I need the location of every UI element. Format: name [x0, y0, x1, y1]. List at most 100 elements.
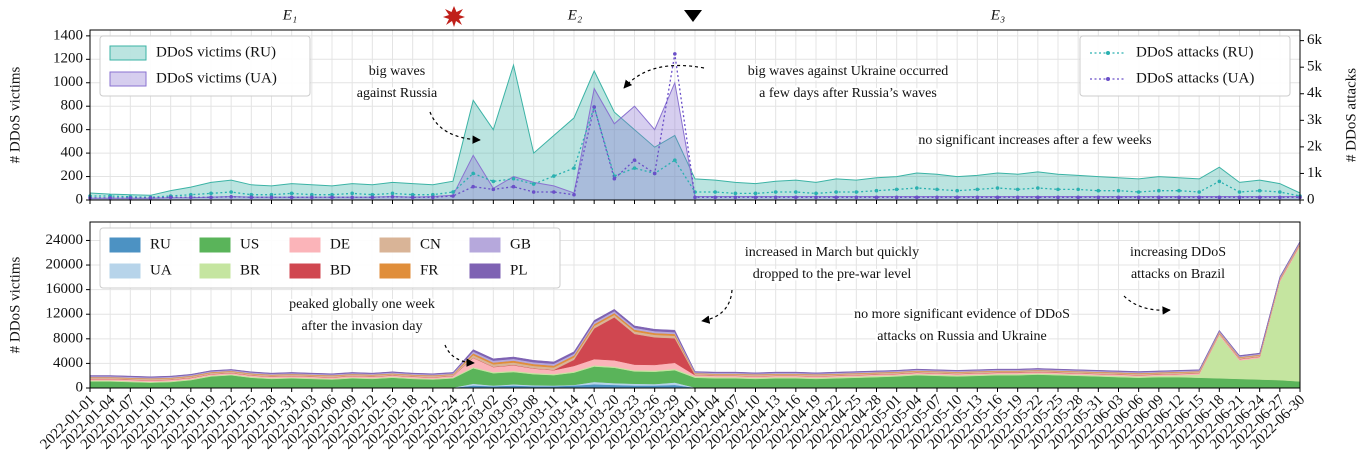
y2-tick-label: 6k: [1307, 32, 1323, 48]
attack-point: [955, 195, 959, 200]
attack-point: [552, 190, 556, 194]
attack-point: [128, 196, 133, 200]
attack-point: [531, 182, 536, 186]
invasion-marker: [443, 6, 465, 27]
legend-label: US: [240, 236, 259, 252]
attack-point: [874, 188, 879, 193]
attack-point: [289, 195, 294, 200]
y-tick-label: 0: [76, 379, 84, 395]
attack-point: [814, 191, 818, 196]
attack-point: [1197, 195, 1201, 200]
legend-label: DDoS victims (RU): [156, 44, 276, 60]
attack-point: [773, 190, 778, 194]
attack-point: [915, 195, 919, 200]
phase-label: E₁: [282, 7, 297, 23]
y-tick-label: 400: [61, 145, 84, 161]
attack-point: [350, 191, 354, 196]
attack-point: [733, 195, 738, 200]
legend-swatch: [289, 237, 321, 253]
attack-point: [1116, 195, 1121, 200]
y2-tick-label: 1k: [1307, 165, 1323, 181]
attack-point: [874, 195, 879, 200]
attack-point: [1278, 190, 1282, 194]
attack-point: [310, 195, 314, 200]
attack-point: [1197, 190, 1201, 194]
attack-point: [370, 195, 375, 200]
attack-point: [693, 195, 697, 200]
y-tick-label: 16000: [46, 281, 84, 297]
attack-point: [552, 174, 556, 178]
attack-point: [652, 171, 657, 176]
y-tick-label: 800: [61, 98, 84, 114]
attack-point: [673, 52, 677, 56]
attack-point: [390, 191, 395, 196]
legend-swatch: [109, 237, 141, 253]
legend-dot: [1106, 77, 1110, 81]
attack-point: [330, 195, 334, 200]
attack-point: [995, 186, 1000, 190]
attack-point: [1237, 190, 1242, 194]
attack-point: [794, 190, 798, 194]
attack-point: [612, 176, 617, 181]
attack-point: [471, 171, 475, 176]
y-tick-label: 1400: [53, 27, 83, 43]
attack-point: [209, 191, 213, 196]
attack-point: [168, 195, 173, 200]
y2-tick-label: 4k: [1307, 85, 1323, 101]
y-tick-label: 1000: [53, 74, 83, 90]
attack-point: [1015, 187, 1020, 192]
y2-tick-label: 0: [1307, 191, 1315, 207]
attack-point: [1056, 187, 1060, 192]
attack-point: [1278, 195, 1282, 200]
arrow: [623, 64, 705, 89]
attack-point: [1136, 195, 1141, 200]
y-tick-label: 600: [61, 121, 84, 137]
y-tick-label: 20000: [46, 256, 84, 272]
legend-label: DDoS victims (UA): [156, 70, 277, 86]
attack-point: [955, 188, 959, 193]
attack-point: [814, 195, 818, 200]
y-tick-label: 0: [76, 191, 84, 207]
legend-label: GB: [510, 236, 531, 252]
attack-point: [1257, 188, 1262, 193]
annotation: no more significant evidence of DDoS: [854, 307, 1070, 322]
attack-point: [249, 192, 254, 197]
attack-point: [834, 195, 838, 200]
attack-point: [995, 195, 1000, 200]
legend-box: [99, 35, 311, 97]
event-marker: [684, 10, 702, 22]
attack-point: [1076, 195, 1080, 200]
attack-point: [894, 187, 899, 192]
legend-swatch: [109, 263, 141, 279]
attack-point: [310, 192, 314, 197]
attack-point: [1177, 188, 1181, 193]
legend-label: CN: [420, 236, 441, 252]
attack-point: [350, 195, 354, 200]
attack-point: [431, 192, 435, 197]
legend-swatch: [379, 263, 411, 279]
attack-point: [1116, 188, 1121, 193]
attack-point: [491, 187, 496, 192]
legend-label: DE: [330, 236, 350, 252]
legend-swatch: [469, 237, 501, 253]
attack-point: [572, 166, 576, 170]
legend-swatch: [379, 237, 411, 253]
annotation: big waves against Ukraine occurred: [748, 64, 949, 79]
legend-swatch: [109, 45, 147, 61]
attack-point: [410, 192, 415, 197]
victim-area: [89, 63, 1301, 201]
attack-point: [975, 187, 980, 192]
annotation: after the invasion day: [302, 319, 423, 334]
attack-point: [1056, 195, 1060, 200]
y2-tick-label: 5k: [1307, 59, 1323, 75]
attack-point: [148, 196, 153, 200]
attack-point: [289, 191, 294, 196]
annotation: big waves: [369, 64, 425, 79]
attack-point: [209, 195, 213, 200]
attack-point: [753, 191, 758, 196]
attack-point: [572, 192, 576, 197]
attack-point: [1157, 195, 1161, 200]
annotation: increasing DDoS: [1130, 245, 1226, 260]
legend-label: BD: [330, 262, 351, 278]
